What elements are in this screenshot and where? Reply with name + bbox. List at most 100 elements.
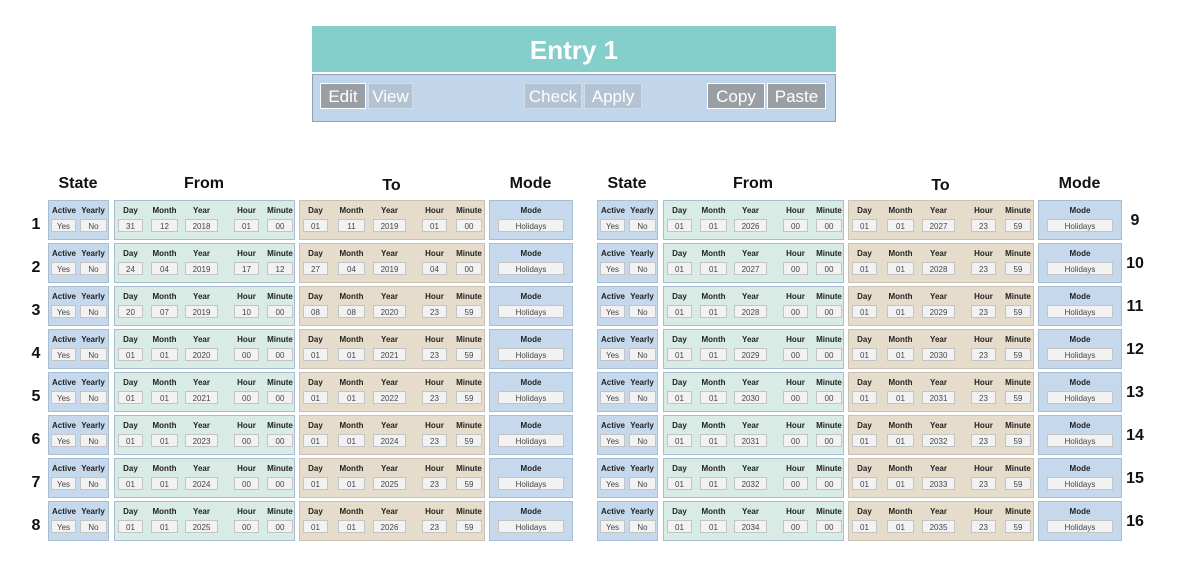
from-year-field[interactable]: 2031 [734, 434, 767, 447]
from-hour-field[interactable]: 00 [234, 434, 259, 447]
mode-select[interactable]: Holidays [1047, 262, 1113, 275]
mode-select[interactable]: Holidays [498, 477, 564, 490]
from-year-field[interactable]: 2020 [185, 348, 218, 361]
to-day-field[interactable]: 01 [303, 434, 328, 447]
from-month-field[interactable]: 01 [700, 477, 727, 490]
from-minute-field[interactable]: 00 [267, 477, 293, 490]
from-day-field[interactable]: 01 [667, 434, 692, 447]
from-year-field[interactable]: 2019 [185, 262, 218, 275]
from-month-field[interactable]: 01 [700, 391, 727, 404]
yearly-field[interactable]: No [629, 477, 656, 490]
to-day-field[interactable]: 01 [303, 391, 328, 404]
to-minute-field[interactable]: 59 [456, 434, 482, 447]
check-button[interactable]: Check [524, 83, 582, 109]
active-field[interactable]: Yes [51, 520, 76, 533]
from-hour-field[interactable]: 00 [783, 434, 808, 447]
to-minute-field[interactable]: 59 [1005, 520, 1031, 533]
from-month-field[interactable]: 07 [151, 305, 178, 318]
to-hour-field[interactable]: 23 [971, 305, 996, 318]
from-month-field[interactable]: 01 [700, 434, 727, 447]
from-day-field[interactable]: 01 [667, 348, 692, 361]
to-day-field[interactable]: 01 [852, 262, 877, 275]
to-minute-field[interactable]: 00 [456, 219, 482, 232]
from-day-field[interactable]: 20 [118, 305, 143, 318]
from-hour-field[interactable]: 00 [783, 262, 808, 275]
from-year-field[interactable]: 2032 [734, 477, 767, 490]
active-field[interactable]: Yes [600, 477, 625, 490]
from-minute-field[interactable]: 00 [267, 305, 293, 318]
to-minute-field[interactable]: 59 [1005, 348, 1031, 361]
active-field[interactable]: Yes [51, 434, 76, 447]
to-hour-field[interactable]: 23 [971, 477, 996, 490]
from-month-field[interactable]: 01 [700, 305, 727, 318]
to-month-field[interactable]: 04 [338, 262, 365, 275]
to-year-field[interactable]: 2021 [373, 348, 406, 361]
to-year-field[interactable]: 2024 [373, 434, 406, 447]
to-minute-field[interactable]: 59 [456, 477, 482, 490]
to-month-field[interactable]: 01 [338, 391, 365, 404]
to-minute-field[interactable]: 59 [456, 348, 482, 361]
active-field[interactable]: Yes [51, 219, 76, 232]
from-minute-field[interactable]: 00 [816, 520, 842, 533]
from-hour-field[interactable]: 00 [783, 520, 808, 533]
from-minute-field[interactable]: 00 [816, 434, 842, 447]
active-field[interactable]: Yes [600, 391, 625, 404]
to-year-field[interactable]: 2035 [922, 520, 955, 533]
from-month-field[interactable]: 12 [151, 219, 178, 232]
to-day-field[interactable]: 27 [303, 262, 328, 275]
to-minute-field[interactable]: 59 [1005, 219, 1031, 232]
yearly-field[interactable]: No [80, 348, 107, 361]
from-hour-field[interactable]: 10 [234, 305, 259, 318]
from-year-field[interactable]: 2024 [185, 477, 218, 490]
from-month-field[interactable]: 01 [151, 520, 178, 533]
from-day-field[interactable]: 01 [667, 219, 692, 232]
active-field[interactable]: Yes [600, 348, 625, 361]
to-hour-field[interactable]: 23 [422, 477, 447, 490]
from-minute-field[interactable]: 00 [267, 391, 293, 404]
yearly-field[interactable]: No [80, 391, 107, 404]
to-day-field[interactable]: 01 [852, 477, 877, 490]
mode-select[interactable]: Holidays [1047, 520, 1113, 533]
to-year-field[interactable]: 2032 [922, 434, 955, 447]
to-hour-field[interactable]: 23 [971, 391, 996, 404]
from-minute-field[interactable]: 00 [816, 477, 842, 490]
from-year-field[interactable]: 2029 [734, 348, 767, 361]
mode-select[interactable]: Holidays [1047, 219, 1113, 232]
from-month-field[interactable]: 01 [151, 391, 178, 404]
from-year-field[interactable]: 2019 [185, 305, 218, 318]
from-hour-field[interactable]: 00 [783, 348, 808, 361]
to-day-field[interactable]: 08 [303, 305, 328, 318]
from-year-field[interactable]: 2025 [185, 520, 218, 533]
from-day-field[interactable]: 31 [118, 219, 143, 232]
to-hour-field[interactable]: 23 [971, 348, 996, 361]
yearly-field[interactable]: No [80, 477, 107, 490]
to-year-field[interactable]: 2031 [922, 391, 955, 404]
from-hour-field[interactable]: 00 [234, 348, 259, 361]
mode-select[interactable]: Holidays [1047, 348, 1113, 361]
active-field[interactable]: Yes [600, 262, 625, 275]
from-minute-field[interactable]: 00 [816, 348, 842, 361]
yearly-field[interactable]: No [629, 219, 656, 232]
active-field[interactable]: Yes [51, 477, 76, 490]
active-field[interactable]: Yes [51, 305, 76, 318]
to-year-field[interactable]: 2020 [373, 305, 406, 318]
yearly-field[interactable]: No [80, 520, 107, 533]
to-hour-field[interactable]: 23 [971, 219, 996, 232]
active-field[interactable]: Yes [600, 305, 625, 318]
yearly-field[interactable]: No [629, 305, 656, 318]
to-hour-field[interactable]: 23 [422, 520, 447, 533]
from-year-field[interactable]: 2028 [734, 305, 767, 318]
to-year-field[interactable]: 2019 [373, 219, 406, 232]
to-month-field[interactable]: 01 [887, 520, 914, 533]
to-hour-field[interactable]: 23 [422, 391, 447, 404]
to-year-field[interactable]: 2026 [373, 520, 406, 533]
to-minute-field[interactable]: 59 [456, 305, 482, 318]
to-month-field[interactable]: 01 [338, 348, 365, 361]
from-hour-field[interactable]: 00 [234, 520, 259, 533]
yearly-field[interactable]: No [80, 305, 107, 318]
to-year-field[interactable]: 2028 [922, 262, 955, 275]
to-month-field[interactable]: 01 [887, 348, 914, 361]
from-minute-field[interactable]: 00 [267, 348, 293, 361]
to-month-field[interactable]: 01 [887, 477, 914, 490]
to-minute-field[interactable]: 59 [1005, 305, 1031, 318]
